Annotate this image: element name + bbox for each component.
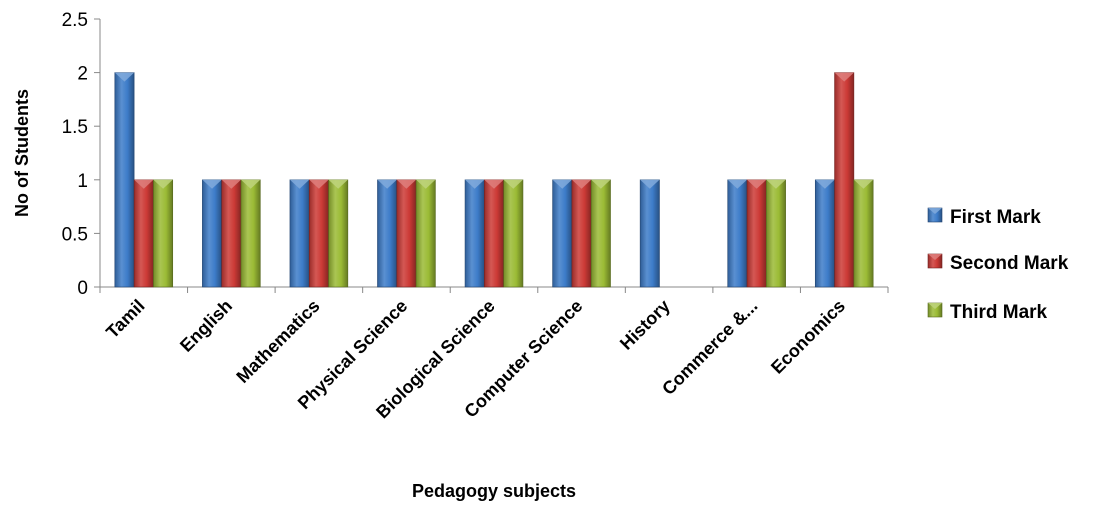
bar-first-mark-biological-science (464, 179, 485, 288)
bars (114, 72, 874, 288)
y-tick-label: 0 (77, 278, 88, 299)
bar-second-mark-physical-science (396, 179, 417, 288)
bar-first-mark-history (639, 179, 660, 288)
bar-second-mark-english (221, 179, 242, 288)
legend-swatch-cap-first-mark (928, 208, 942, 214)
bar-cap-second-mark-physical-science (396, 179, 417, 189)
bar-cap-first-mark-biological-science (465, 179, 485, 189)
bar-cap-second-mark-commerce (747, 179, 767, 189)
bar-cap-third-mark-commerce (766, 179, 786, 189)
y-tick-label: 0.5 (62, 224, 88, 245)
x-category-label: Commerce &... (658, 296, 761, 399)
bar-second-mark-biological-science (484, 179, 504, 288)
bar-cap-first-mark-computer-science (552, 179, 572, 189)
bar-cap-third-mark-biological-science (503, 179, 523, 189)
bar-first-mark-economics (814, 179, 835, 288)
bar-second-mark-economics (834, 72, 855, 288)
bar-first-mark-commerce (727, 179, 748, 288)
x-category-label: History (616, 296, 674, 354)
bar-third-mark-tamil (153, 179, 174, 288)
bar-third-mark-physical-science (415, 179, 436, 288)
legend-swatch-cap-second-mark (928, 254, 942, 260)
bar-cap-second-mark-economics (834, 72, 854, 82)
x-category-label: Tamil (102, 296, 148, 342)
bar-third-mark-biological-science (503, 179, 524, 288)
legend-label-first-mark: First Mark (950, 207, 1041, 228)
bar-second-mark-computer-science (571, 179, 592, 288)
bar-cap-second-mark-tamil (134, 179, 154, 189)
bar-third-mark-computer-science (590, 179, 611, 288)
bar-cap-third-mark-english (240, 179, 261, 189)
bar-cap-third-mark-mathematics (328, 179, 348, 189)
bar-first-mark-english (202, 179, 222, 288)
bar-first-mark-physical-science (377, 179, 398, 288)
bar-third-mark-mathematics (328, 179, 349, 288)
y-tick-label: 1.5 (62, 117, 88, 138)
bar-third-mark-commerce (766, 179, 786, 288)
x-ticks (99, 287, 889, 293)
bar-third-mark-english (240, 179, 261, 288)
bar-first-mark-tamil (114, 72, 135, 288)
bar-cap-first-mark-economics (815, 179, 835, 189)
bar-cap-third-mark-tamil (153, 179, 173, 189)
bar-second-mark-mathematics (308, 179, 329, 288)
bar-third-mark-economics (853, 179, 874, 288)
bar-cap-second-mark-mathematics (309, 179, 329, 189)
bar-cap-first-mark-physical-science (377, 179, 397, 189)
x-category-label: English (176, 296, 236, 356)
x-category-label: Economics (767, 296, 849, 378)
y-tick-label: 1 (77, 171, 88, 192)
y-axis-title: No of Students (12, 89, 32, 217)
x-category-label: Mathematics (232, 296, 323, 387)
legend-label-third-mark: Third Mark (950, 302, 1048, 323)
bar-cap-second-mark-english (221, 179, 241, 189)
legend-swatch-cap-third-mark (928, 303, 942, 309)
legend: First Mark Second Mark Third Mark (927, 207, 1069, 323)
bar-cap-first-mark-english (202, 179, 222, 189)
y-tick-label: 2 (77, 64, 88, 85)
bar-cap-third-mark-computer-science (591, 179, 611, 189)
bar-cap-third-mark-physical-science (416, 179, 436, 189)
bar-cap-first-mark-tamil (114, 72, 135, 82)
y-ticks: 0 0.5 1 1.5 2 2.5 (62, 10, 100, 299)
bar-second-mark-commerce (746, 179, 767, 288)
bar-second-mark-tamil (133, 179, 154, 288)
x-axis-title: Pedagogy subjects (412, 481, 576, 501)
bar-first-mark-computer-science (552, 179, 573, 288)
bar-cap-first-mark-history (640, 179, 660, 189)
bar-first-mark-mathematics (289, 179, 310, 288)
bar-cap-first-mark-commerce (727, 179, 748, 189)
bar-cap-second-mark-computer-science (571, 179, 592, 189)
bar-cap-first-mark-mathematics (289, 179, 310, 189)
y-tick-label: 2.5 (62, 10, 88, 31)
bar-cap-second-mark-biological-science (484, 179, 504, 189)
bar-cap-third-mark-economics (853, 179, 874, 189)
legend-label-second-mark: Second Mark (950, 253, 1069, 274)
